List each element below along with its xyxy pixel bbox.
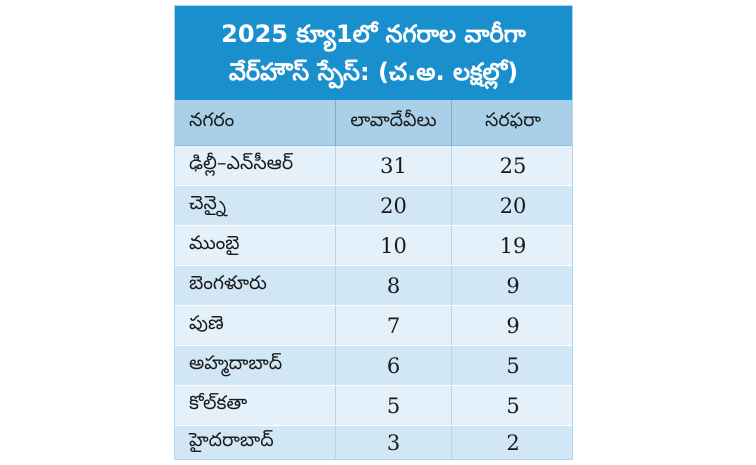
- city-cell: ఢిల్లీ–ఎన్‌సీఆర్: [189, 152, 294, 174]
- transactions-cell: 20: [335, 186, 451, 225]
- transactions-cell: 5: [335, 386, 451, 425]
- title-line-1: 2025 క్యూ1లో నగరాల వారీగా: [221, 20, 526, 48]
- table-row: చెన్నై 20 20: [175, 186, 572, 226]
- transactions-cell: 10: [335, 226, 451, 265]
- transactions-cell: 6: [335, 346, 451, 385]
- table-row: ఢిల్లీ–ఎన్‌సీఆర్ 31 25: [175, 146, 572, 186]
- city-cell: హైదరాబాద్: [189, 429, 274, 451]
- table-row: అహ్మదాబాద్ 6 5: [175, 346, 572, 386]
- city-cell: పుణె: [189, 312, 224, 334]
- transactions-cell: 3: [335, 426, 451, 459]
- table-header: నగరం లావాదేవీలు సరఫరా: [175, 100, 572, 146]
- supply-cell: 9: [451, 306, 574, 345]
- city-cell: కోల్‌కతా: [189, 392, 248, 414]
- transactions-cell: 31: [335, 146, 451, 185]
- table-row: కోల్‌కతా 5 5: [175, 386, 572, 426]
- supply-cell: 5: [451, 386, 574, 425]
- city-cell: ముంబై: [189, 232, 240, 254]
- warehouse-table-card: 2025 క్యూ1లో నగరాల వారీగా వేర్‌హౌస్ స్పే…: [174, 5, 573, 460]
- table-title: 2025 క్యూ1లో నగరాల వారీగా వేర్‌హౌస్ స్పే…: [175, 6, 572, 100]
- city-cell: బెంగళూరు: [189, 272, 267, 294]
- supply-cell: 2: [451, 426, 574, 459]
- transactions-cell: 7: [335, 306, 451, 345]
- city-cell: చెన్నై: [189, 192, 226, 214]
- supply-cell: 20: [451, 186, 574, 225]
- title-line-2: వేర్‌హౌస్ స్పేస్: (చ.అ. లక్షల్లో): [228, 58, 519, 86]
- table-row: పుణె 7 9: [175, 306, 572, 346]
- table-row: ముంబై 10 19: [175, 226, 572, 266]
- table-row: హైదరాబాద్ 3 2: [175, 426, 572, 459]
- header-city: నగరం: [189, 109, 235, 131]
- supply-cell: 9: [451, 266, 574, 305]
- supply-cell: 5: [451, 346, 574, 385]
- supply-cell: 25: [451, 146, 574, 185]
- supply-cell: 19: [451, 226, 574, 265]
- header-supply: సరఫరా: [451, 100, 574, 145]
- header-transactions: లావాదేవీలు: [335, 100, 451, 145]
- transactions-cell: 8: [335, 266, 451, 305]
- city-cell: అహ్మదాబాద్: [189, 352, 283, 374]
- table-row: బెంగళూరు 8 9: [175, 266, 572, 306]
